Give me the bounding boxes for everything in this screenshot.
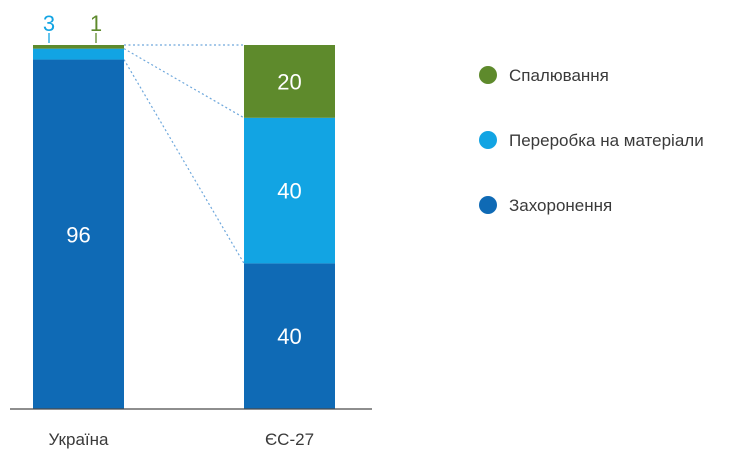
- x-tick-label: Україна: [49, 430, 109, 449]
- bar-segment-1-1: [244, 117, 335, 264]
- legend: Спалювання Переробка на матеріали Захороне…: [479, 66, 704, 215]
- data-labels: 96 3 1 40 40 20: [43, 11, 302, 349]
- legend-item-label: Спалювання: [509, 66, 609, 85]
- data-label: 40: [277, 324, 301, 349]
- legend-item-label: Переробка на матеріали: [509, 131, 704, 150]
- connector-lines: [123, 44, 245, 264]
- bar-segment-0-1: [33, 48, 124, 60]
- bars: [33, 45, 335, 410]
- legend-item-label: Захоронення: [509, 196, 612, 215]
- x-tick-label: ЄС-27: [265, 430, 314, 449]
- data-label: 20: [277, 69, 301, 94]
- legend-swatch: [479, 66, 497, 84]
- bar-segment-0-2: [33, 45, 124, 49]
- data-label: 40: [277, 179, 301, 204]
- bar-segment-1-2: [244, 45, 335, 118]
- data-label: 96: [66, 222, 90, 247]
- connector-line: [123, 59, 245, 264]
- x-tick-labels: Україна ЄС-27: [49, 430, 315, 449]
- legend-swatch: [479, 196, 497, 214]
- data-label: 3: [43, 11, 55, 36]
- data-label: 1: [90, 11, 102, 36]
- legend-swatch: [479, 131, 497, 149]
- bar-segment-0-0: [33, 59, 124, 410]
- bar-segment-1-0: [244, 263, 335, 409]
- connector-line: [123, 48, 245, 119]
